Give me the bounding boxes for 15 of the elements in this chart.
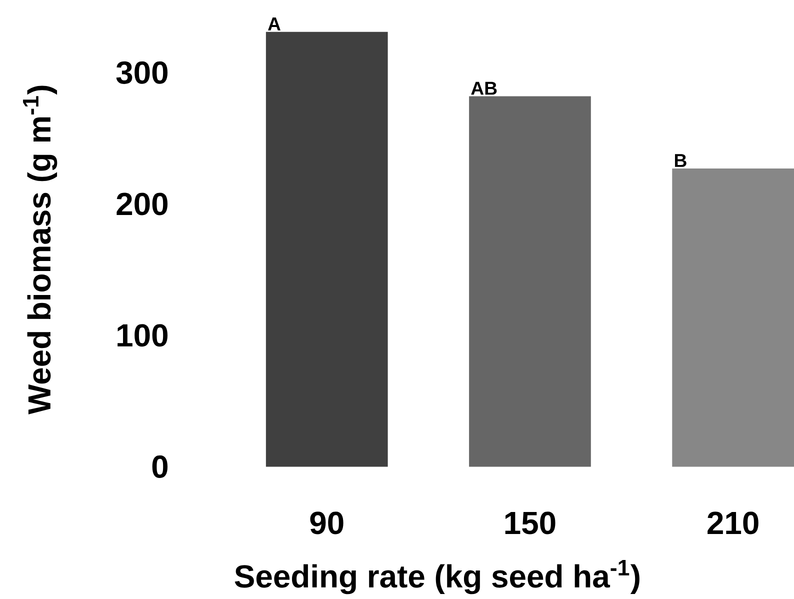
bar xyxy=(266,32,388,467)
y-tick-label: 100 xyxy=(118,324,168,347)
annotation: AB xyxy=(471,82,497,95)
y-axis-title: Weed biomass (g m$^{-1}$) xyxy=(23,86,58,415)
y-tick-label: 0 xyxy=(152,456,168,478)
x-axis-title: Seeding rate (kg seed ha$^{-1}$) xyxy=(234,560,640,594)
y-tick-label: 300 xyxy=(116,62,168,84)
x-tick-label: 210 xyxy=(708,512,758,534)
annotation: B xyxy=(674,154,686,168)
x-tick-label: 90 xyxy=(310,512,344,534)
y-tick-label: 200 xyxy=(116,192,168,216)
x-tick-label: 150 xyxy=(505,512,556,534)
bar xyxy=(469,96,591,467)
bar xyxy=(672,168,794,467)
annotation: A xyxy=(268,18,280,31)
